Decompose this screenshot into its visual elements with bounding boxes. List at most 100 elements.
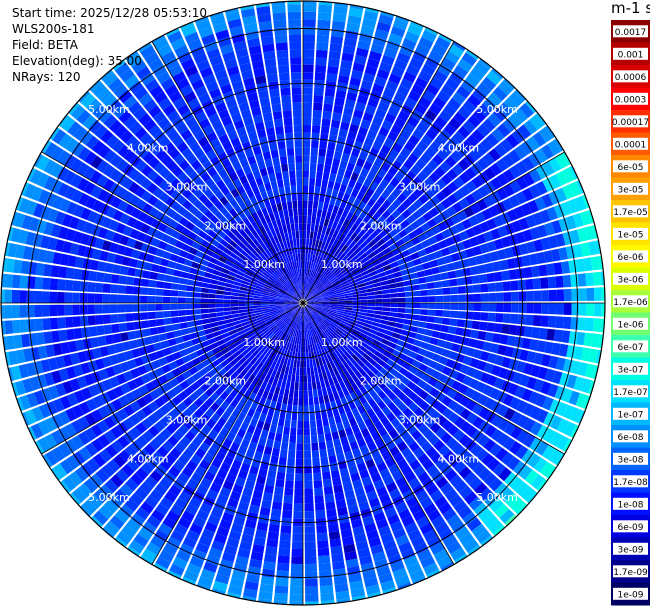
ray-cell [255, 529, 267, 539]
ray-cell [346, 410, 354, 420]
colorbar-label: 6e-08 [618, 433, 644, 443]
ray-cell [296, 170, 303, 178]
azimuth-spoke [41, 302, 304, 455]
ray-cell [177, 412, 188, 424]
ray-cell [288, 163, 296, 171]
colorbar-label-bg [613, 115, 648, 128]
ray-cell [321, 307, 330, 310]
ray-cell [167, 260, 177, 269]
ray-cell [74, 390, 86, 404]
ray-cell [344, 271, 353, 278]
ray-cell [276, 305, 284, 308]
ray-cell [453, 429, 465, 442]
ray-cell [434, 116, 447, 129]
ray-cell [118, 449, 132, 463]
ray-cell [387, 105, 400, 117]
ray-cell [297, 276, 300, 284]
ray-cell [395, 476, 408, 488]
ray-cell [91, 82, 107, 97]
ray-cell [575, 258, 585, 273]
ray-cell [208, 547, 223, 559]
ray-cell [353, 257, 362, 265]
ray-cell [417, 347, 427, 357]
ray-cell [283, 178, 290, 187]
ray-cell [272, 377, 279, 387]
ray-cell [65, 407, 78, 422]
ray-cell [271, 4, 286, 14]
ray-cell [227, 498, 239, 509]
ray-cell [171, 406, 182, 418]
ray-cell [278, 277, 285, 284]
ray-cell [372, 384, 382, 394]
ray-cell [169, 377, 179, 388]
ray-cell [151, 359, 161, 370]
ray-cell [21, 333, 31, 348]
field-label: Field: BETA [12, 38, 78, 52]
ray-cell [282, 274, 289, 282]
ray-cell [387, 321, 396, 327]
ray-cell [341, 332, 350, 339]
ray-cell [268, 462, 278, 472]
ray-cell [275, 479, 285, 488]
ray-cell [318, 357, 323, 366]
ray-cell [292, 367, 297, 375]
ray-cell [392, 233, 402, 243]
ray-cell [177, 303, 186, 310]
ray-cell [465, 73, 480, 88]
ray-cell [230, 227, 239, 236]
ray-cell [332, 205, 339, 215]
ray-cell [259, 252, 267, 261]
ray-cell [95, 271, 105, 282]
ray-cell [208, 312, 217, 318]
ray-cell [188, 402, 199, 413]
ray-cell [239, 315, 248, 320]
ray-cell [369, 328, 378, 335]
ray-cell [216, 469, 228, 480]
ray-cell [303, 405, 309, 414]
ray-cell [323, 394, 330, 404]
ray-cell [509, 476, 524, 492]
ray-cell [523, 362, 534, 375]
ray-cell [205, 387, 215, 397]
ray-cell [475, 529, 492, 544]
ray-cell [322, 300, 330, 302]
ray-cell [96, 325, 105, 336]
ray-cell [519, 103, 534, 118]
ray-cell [334, 491, 345, 501]
ray-cell [225, 192, 234, 202]
ray-cell [204, 272, 213, 279]
ray-cell [417, 170, 428, 182]
ray-cell [309, 162, 317, 171]
ray-cell [397, 308, 406, 313]
ray-cell [316, 525, 328, 534]
ray-cell [36, 332, 46, 345]
ray-cell [49, 127, 60, 141]
ray-cell [160, 340, 170, 349]
ray-cell [130, 207, 142, 219]
ray-cell [223, 455, 234, 466]
colorbar-label-bg [613, 452, 648, 465]
ray-cell [358, 220, 367, 229]
ray-cell [310, 328, 314, 337]
ray-cell [591, 333, 601, 348]
ray-cell [74, 467, 89, 482]
ray-cell [291, 412, 298, 421]
ray-cell [209, 283, 218, 290]
ray-cell [320, 249, 326, 258]
ray-cell [478, 58, 492, 70]
ray-cell [283, 426, 290, 435]
ray-cell [284, 305, 292, 308]
ray-cell [250, 52, 263, 63]
ray-cell [318, 4, 333, 14]
ray-cell [267, 341, 274, 350]
ray-cell [245, 362, 253, 371]
ray-cell [234, 323, 243, 329]
ray-cell [198, 264, 207, 272]
ray-cell [514, 385, 526, 399]
ray-cell [349, 346, 357, 354]
ray-cell [303, 223, 307, 231]
ray-cell [127, 379, 138, 391]
ray-cell [294, 313, 299, 321]
ray-cell [282, 333, 288, 341]
ray-cell [276, 379, 283, 388]
